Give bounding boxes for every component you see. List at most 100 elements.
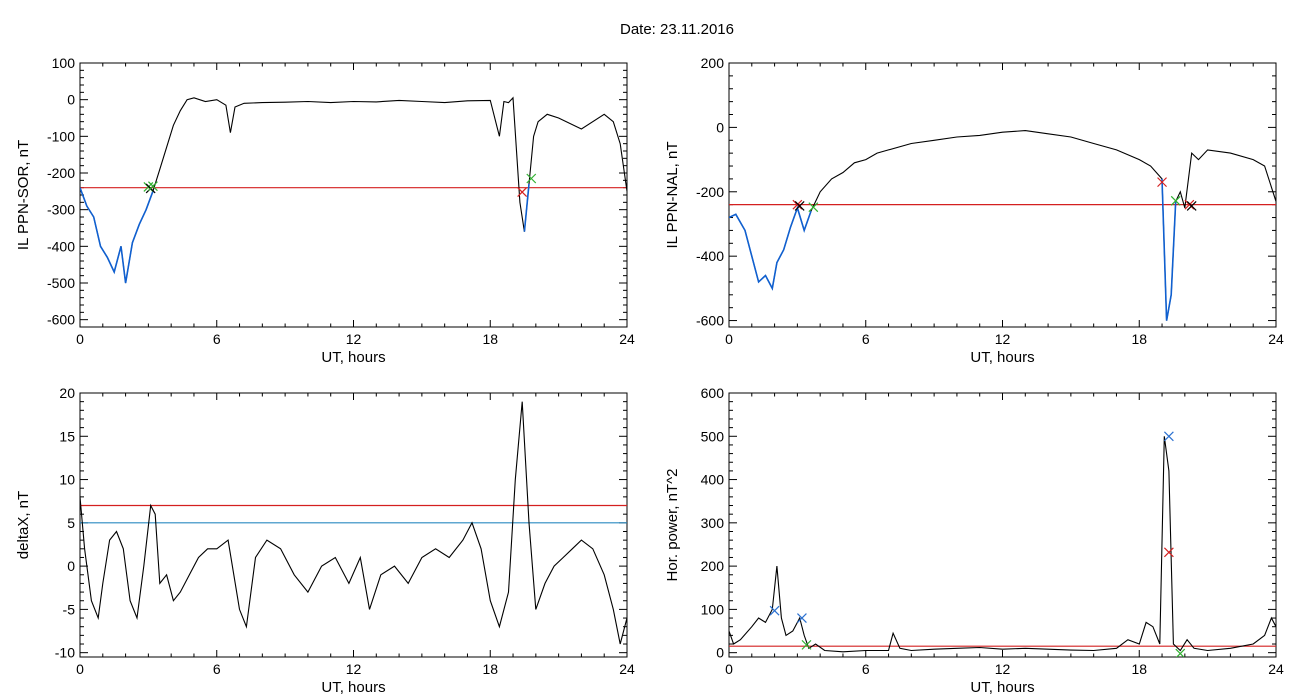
- x-tick-label: 24: [619, 331, 635, 347]
- y-tick-label: -100: [47, 128, 75, 144]
- x-tick-label: 12: [995, 331, 1011, 347]
- x-marker: [1175, 648, 1186, 657]
- plot-area: [80, 401, 627, 645]
- y-tick-label: -400: [47, 238, 75, 254]
- y-tick-label: 200: [701, 558, 725, 574]
- y-tick-label: 10: [59, 472, 75, 488]
- x-marker-stroke: [1157, 177, 1167, 188]
- y-tick-label: 200: [701, 55, 725, 71]
- x-marker: [769, 605, 780, 616]
- plot-area: [729, 431, 1276, 657]
- highlight-segment: [523, 183, 530, 232]
- x-marker: [1163, 431, 1174, 442]
- highlight-segment: [729, 205, 812, 291]
- y-tick-label: 100: [52, 55, 76, 71]
- plot-frame: [728, 392, 1277, 658]
- x-marker-stroke: [1163, 547, 1174, 558]
- y-axis-title: Hor. power, nT^2: [664, 469, 681, 582]
- x-marker-stroke: [1163, 431, 1174, 442]
- plot-frame: [79, 62, 628, 328]
- x-tick-label: 12: [346, 331, 362, 347]
- y-tick-label: 300: [701, 515, 725, 531]
- x-axis-title: UT, hours: [970, 349, 1034, 366]
- y-tick-label: 5: [67, 515, 75, 531]
- x-marker-stroke: [797, 613, 807, 623]
- x-tick-label: 24: [1268, 661, 1284, 677]
- x-tick-label: 0: [725, 331, 733, 347]
- x-axis-title: UT, hours: [970, 679, 1034, 696]
- x-tick-label: 0: [725, 661, 733, 677]
- x-axis-title: UT, hours: [321, 679, 385, 696]
- x-tick-label: 6: [213, 331, 221, 347]
- x-tick-label: 24: [1268, 331, 1284, 347]
- series-line: [80, 401, 627, 645]
- x-marker: [1163, 547, 1174, 558]
- x-marker-stroke: [794, 201, 805, 211]
- y-tick-label: 500: [701, 428, 725, 444]
- y-axis-title: IL PPN-NAL, nT: [664, 142, 681, 249]
- y-tick-label: 15: [59, 428, 75, 444]
- y-tick-label: 100: [701, 601, 725, 617]
- x-marker: [148, 181, 158, 192]
- highlight-segment: [1161, 178, 1177, 321]
- x-marker: [526, 173, 537, 184]
- y-tick-label: -400: [696, 248, 724, 264]
- y-tick-label: 0: [716, 645, 724, 661]
- x-tick-label: 18: [1131, 331, 1147, 347]
- x-tick-label: 6: [862, 661, 870, 677]
- y-axis-title: IL PPN-SOR, nT: [15, 140, 32, 250]
- x-tick-label: 18: [482, 331, 498, 347]
- x-marker-stroke: [792, 199, 803, 210]
- x-marker-stroke: [526, 173, 537, 184]
- panel-il-ppn-nal: 0 6 12 18 24 200 0 -200 -400 -600 UT, hours IL PPN-…: [664, 55, 1284, 366]
- y-tick-label: -200: [696, 184, 724, 200]
- x-marker-stroke: [769, 605, 780, 616]
- x-marker: [1170, 195, 1181, 206]
- y-tick-label: -10: [55, 645, 75, 661]
- series-line: [729, 436, 1276, 653]
- x-marker: [1157, 177, 1167, 188]
- figure-title: Date: 23.11.2016: [620, 21, 734, 38]
- y-tick-label: -300: [47, 202, 75, 218]
- x-marker-stroke: [1170, 195, 1181, 206]
- y-tick-label: 20: [59, 385, 75, 401]
- x-marker: [801, 639, 812, 650]
- x-marker-stroke: [801, 639, 812, 650]
- x-tick-label: 0: [76, 661, 84, 677]
- y-tick-label: 0: [67, 92, 75, 108]
- x-tick-label: 18: [482, 661, 498, 677]
- highlight-segment: [80, 187, 154, 284]
- x-marker: [797, 613, 807, 623]
- y-tick-label: -5: [63, 601, 76, 617]
- y-tick-label: -500: [47, 275, 75, 291]
- x-tick-label: 6: [213, 661, 221, 677]
- y-tick-label: -200: [47, 165, 75, 181]
- panel-il-ppn-sor: 0 6 12 18 24 100 0 -100 -200 -300 -400 -500 -600 UT, …: [15, 55, 635, 366]
- x-marker: [517, 187, 528, 197]
- x-marker: [794, 201, 805, 211]
- x-marker-stroke: [148, 181, 158, 192]
- y-tick-label: 0: [716, 119, 724, 135]
- y-tick-label: 0: [67, 558, 75, 574]
- x-marker-stroke: [808, 202, 819, 213]
- x-tick-label: 12: [995, 661, 1011, 677]
- y-axis-title: deltaX, nT: [15, 491, 32, 559]
- panel-hor-power: 0 6 12 18 24 600 500 400 300 200 100 0 UT, hours Hor.…: [664, 385, 1284, 696]
- x-marker: [1186, 201, 1197, 211]
- y-tick-label: 600: [701, 385, 725, 401]
- x-tick-label: 18: [1131, 661, 1147, 677]
- x-tick-label: 12: [346, 661, 362, 677]
- x-marker: [1184, 199, 1195, 210]
- series-line: [80, 96, 627, 284]
- x-marker-stroke: [1186, 201, 1197, 211]
- x-tick-label: 24: [619, 661, 635, 677]
- y-tick-label: 400: [701, 472, 725, 488]
- y-tick-label: -600: [47, 312, 75, 328]
- x-tick-label: 6: [862, 331, 870, 347]
- x-axis-title: UT, hours: [321, 349, 385, 366]
- panel-deltax: 0 6 12 18 24 20 15 10 5 0 -5 -10 UT, hours deltaX, nT: [15, 385, 635, 696]
- plot-area: [80, 96, 627, 284]
- plot-frame: [728, 62, 1277, 328]
- plot-frame: [79, 392, 628, 658]
